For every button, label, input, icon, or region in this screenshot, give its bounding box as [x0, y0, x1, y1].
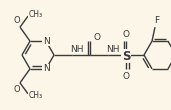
Text: N: N [43, 64, 49, 73]
Text: O: O [122, 72, 129, 81]
Text: O: O [14, 85, 20, 94]
Text: O: O [14, 16, 20, 25]
Text: S: S [122, 50, 130, 62]
Text: NH: NH [106, 45, 120, 53]
Text: N: N [43, 37, 49, 46]
Text: CH₃: CH₃ [29, 91, 43, 100]
Text: NH: NH [70, 45, 84, 53]
Text: O: O [94, 32, 101, 41]
Text: O: O [122, 29, 129, 38]
Text: F: F [154, 16, 160, 25]
Text: CH₃: CH₃ [29, 10, 43, 19]
